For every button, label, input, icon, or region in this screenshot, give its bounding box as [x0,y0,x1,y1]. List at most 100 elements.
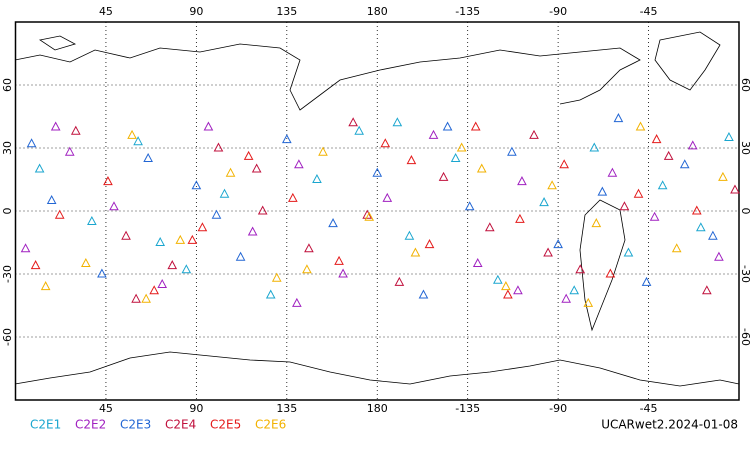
y-tick-label: 30 [1,141,14,155]
observation-marker [649,211,660,221]
legend-entry: C2E1 [30,418,61,432]
observation-marker [607,167,618,177]
observation-marker [515,213,525,223]
legend-entry: C2E5 [210,418,241,432]
observation-marker [597,186,608,196]
observation-marker [380,138,391,148]
observation-marker [54,209,65,219]
x-tick-label: -90 [549,5,567,18]
y-tick-label: 60 [1,78,14,92]
observation-marker [543,247,553,257]
observation-marker [338,268,348,278]
observation-marker [288,192,298,202]
observation-marker [633,188,644,198]
x-tick-label: 135 [276,402,297,415]
x-tick-label: 45 [99,5,113,18]
observation-marker [503,289,513,299]
observation-marker [691,205,702,215]
footer: UCARwet2.2024-01-08 [601,418,738,432]
observation-marker [265,289,276,299]
observation-marker [456,142,467,152]
observation-marker [225,167,236,177]
observation-marker [392,117,403,127]
observation-marker [679,159,690,169]
observation-marker [50,121,61,131]
observation-marker [501,281,511,291]
observation-marker [81,257,91,267]
observation-marker [364,211,375,221]
observation-marker [46,194,57,204]
x-tick-label: 180 [367,5,388,18]
observation-marker [109,201,119,211]
observation-marker [464,201,475,211]
observation-marker [271,272,282,282]
observation-marker [149,285,160,295]
observation-marker [191,180,202,190]
observation-marker [243,150,254,160]
observation-marker [197,222,208,232]
legend-entry: C2E6 [255,418,286,432]
y-tick-label: 60 [739,78,750,92]
observation-marker [34,163,45,173]
legend-entry: C2E4 [165,418,196,432]
observation-marker [424,239,435,249]
observation-marker [334,255,344,265]
observation-marker [493,274,503,284]
observation-marker [235,251,246,261]
observation-marker [247,226,258,236]
observation-marker [141,293,151,303]
y-tick-label: -60 [1,328,14,346]
observation-marker [155,236,166,246]
observation-marker [470,121,481,131]
observation-marker [641,276,652,286]
grid: 45 45 90 90 135 135 180 180 -135 -135 -90 -90 -45 -45… [1,5,750,415]
observation-marker [450,152,461,162]
observation-marker [619,201,630,211]
observation-marker [695,222,706,232]
observation-marker [635,121,646,131]
observation-marker [167,260,178,270]
y-tick-label: -30 [1,265,14,283]
observation-marker [663,150,674,160]
observation-marker [605,268,616,278]
x-tick-label: -90 [549,402,567,415]
observation-marker [131,293,141,303]
x-tick-label: 180 [367,402,388,415]
x-tick-label: -45 [640,402,658,415]
observation-marker [476,163,487,173]
observation-marker [312,173,322,183]
observation-marker [203,121,214,131]
observation-marker [547,180,557,190]
observation-marker [406,155,417,165]
observation-marker [382,192,393,202]
observation-marker [569,285,580,295]
y-tick-label: -60 [739,328,750,346]
observation-marker [583,297,594,307]
observation-marker [484,222,495,232]
y-tick-label: 0 [1,208,14,215]
observation-marker [372,167,383,177]
observation-marker [26,138,37,148]
x-tick-label: 135 [276,5,297,18]
observation-marker [257,205,268,215]
observation-marker [724,131,734,141]
observation-marker [302,264,312,274]
observation-marker [410,247,421,257]
observation-marker [623,247,634,257]
observation-marker [251,163,262,173]
observation-marker [613,113,624,123]
observation-marker [442,121,453,131]
observation-marker [591,218,602,228]
points [20,113,740,307]
x-tick-label: -45 [640,5,658,18]
observation-marker [404,230,415,240]
observation-marker [472,257,483,267]
observation-marker [121,230,131,240]
observation-marker [507,146,517,156]
observation-marker [714,251,724,261]
observation-marker [213,142,224,152]
observation-marker [70,125,81,135]
observation-marker [133,136,143,146]
x-tick-label: -135 [455,5,480,18]
